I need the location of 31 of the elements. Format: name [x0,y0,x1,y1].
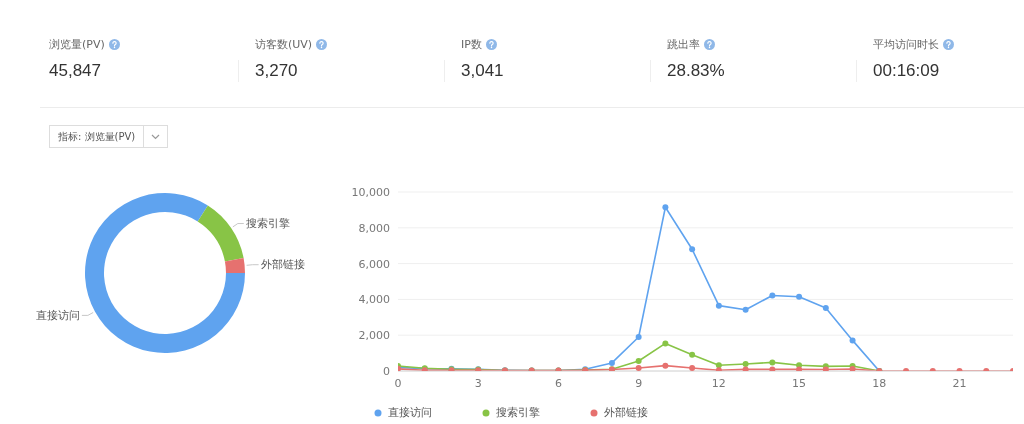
x-tick-label: 15 [792,376,807,390]
x-tick-label: 3 [474,376,482,390]
x-tick-label: 18 [872,376,887,390]
y-tick-label: 0 [383,364,390,378]
legend-label: 外部链接 [603,405,649,420]
text: 访客数(UV) [255,36,313,52]
text: 3,041 [461,61,504,80]
text: 浏览量(PV) [49,36,105,52]
x-tick-label: 0 [394,376,402,390]
x-tick-label: 9 [635,376,643,390]
y-tick-label: 6,000 [358,257,390,271]
text: 45,847 [49,61,101,80]
x-tick-label: 21 [952,376,967,390]
text: IP数 [461,36,482,52]
y-tick-label: 10,000 [351,185,390,199]
x-tick-label: 12 [711,376,726,390]
text: 平均访问时长 [873,36,939,52]
x-tick-label: 6 [554,376,562,390]
text: 28.83% [667,61,725,80]
y-tick-label: 4,000 [358,293,390,307]
select-field: 指标: 浏览量(PV) [49,125,169,148]
slice-label: 直接访问 [35,308,80,322]
legend-label: 搜索引擎 [495,405,541,420]
y-tick-label: 8,000 [358,221,390,235]
y-tick-label: 2,000 [358,329,390,343]
text: 00:16:09 [873,61,940,80]
text: 3,270 [255,61,298,80]
legend-label: 直接访问 [387,405,433,420]
text: 跳出率 [667,36,700,52]
slice-label: 搜索引擎 [245,217,290,231]
slice-label: 外部链接 [260,258,305,272]
